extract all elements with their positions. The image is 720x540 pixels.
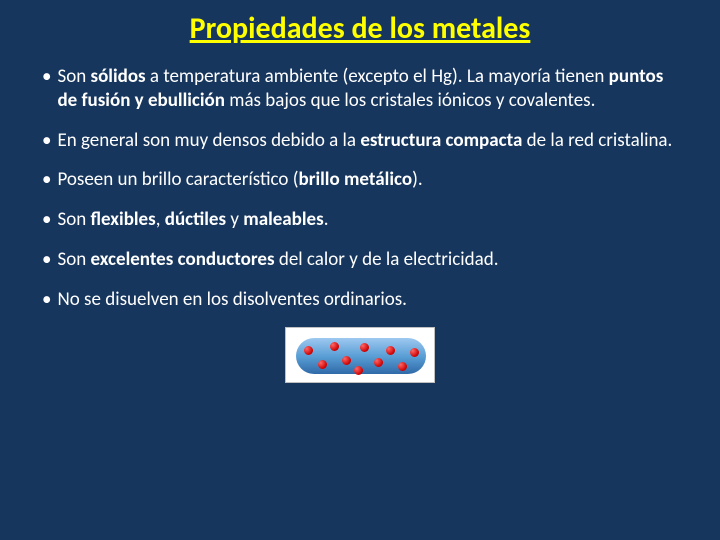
bullet-mark: • xyxy=(42,288,51,312)
text-run: de la red cristalina. xyxy=(522,129,672,152)
text-bold: dúctiles xyxy=(165,208,226,231)
bullet-4: • Son flexibles, dúctiles y maleables. xyxy=(42,208,678,232)
text-run: y xyxy=(226,208,243,231)
bullet-mark: • xyxy=(42,129,51,153)
bullet-text: Son flexibles, dúctiles y maleables. xyxy=(57,208,678,232)
content-area: • Son sólidos a temperatura ambiente (ex… xyxy=(0,65,720,388)
text-run: Son xyxy=(57,208,90,231)
slide-title: Propiedades de los metales xyxy=(0,0,720,65)
bullet-text: No se disuelven en los disolventes ordin… xyxy=(57,288,678,312)
bullet-2: • En general son muy densos debido a la … xyxy=(42,129,678,153)
bullet-text: En general son muy densos debido a la es… xyxy=(57,129,678,153)
bullet-mark: • xyxy=(42,65,51,113)
text-bold: flexibles xyxy=(91,208,156,231)
text-run: más bajos que los cristales iónicos y co… xyxy=(225,89,595,112)
bullet-text: Poseen un brillo característico (brillo … xyxy=(57,168,678,192)
text-run: , xyxy=(156,208,165,231)
text-bold: estructura compacta xyxy=(360,129,522,152)
text-run: No se disuelven en los disolventes ordin… xyxy=(57,288,407,311)
text-run: ). xyxy=(412,168,423,191)
bullet-mark: • xyxy=(42,208,51,232)
text-bold: maleables xyxy=(243,208,323,231)
text-run: En general son muy densos debido a la xyxy=(57,129,360,152)
text-bold: excelentes conductores xyxy=(91,248,275,271)
text-run: del calor y de la electricidad. xyxy=(275,248,499,271)
bullet-1: • Son sólidos a temperatura ambiente (ex… xyxy=(42,65,678,113)
text-run: Son xyxy=(57,248,90,271)
bullet-6: • No se disuelven en los disolventes ord… xyxy=(42,288,678,312)
bullet-5: • Son excelentes conductores del calor y… xyxy=(42,248,678,272)
text-run: Son xyxy=(57,65,90,88)
text-bold: sólidos xyxy=(91,65,146,88)
diagram-container xyxy=(42,327,678,388)
text-bold: brillo metálico xyxy=(299,168,413,191)
bullet-mark: • xyxy=(42,248,51,272)
bullet-3: • Poseen un brillo característico (brill… xyxy=(42,168,678,192)
metal-lattice-diagram xyxy=(285,327,435,383)
bullet-text: Son sólidos a temperatura ambiente (exce… xyxy=(57,65,678,113)
bullet-text: Son excelentes conductores del calor y d… xyxy=(57,248,678,272)
text-run: . xyxy=(324,208,329,231)
bullet-mark: • xyxy=(42,168,51,192)
text-run: Poseen un brillo característico ( xyxy=(57,168,298,191)
text-run: a temperatura ambiente (excepto el Hg). … xyxy=(146,65,609,88)
